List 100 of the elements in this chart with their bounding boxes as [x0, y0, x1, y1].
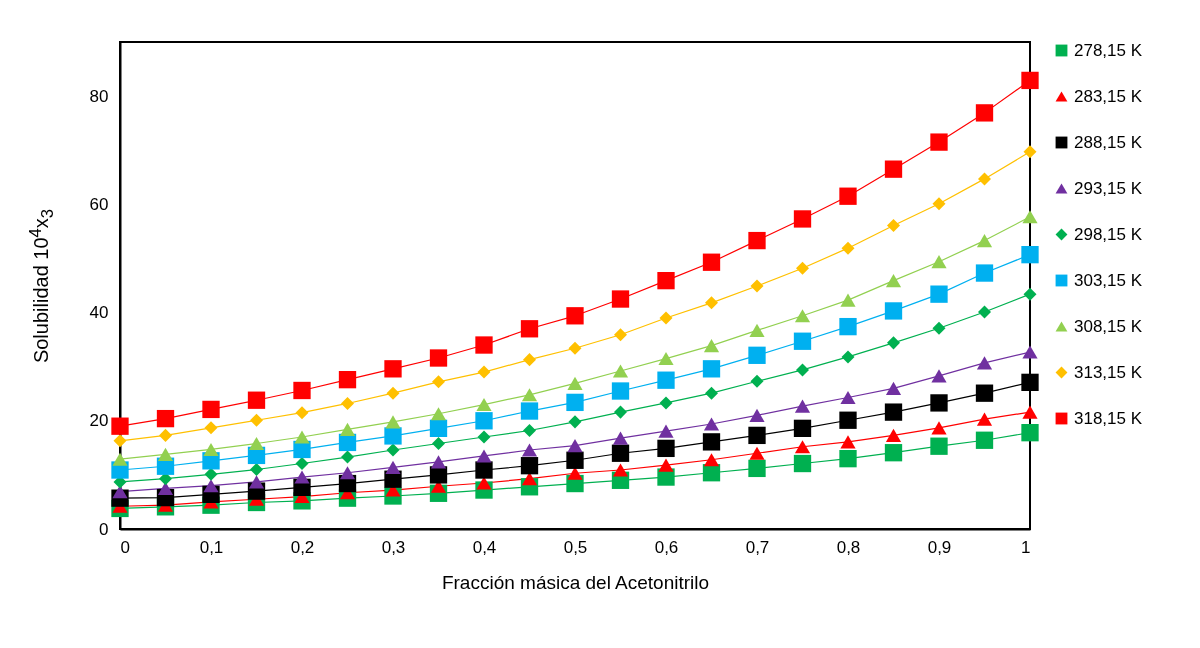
point	[977, 305, 992, 319]
point	[884, 302, 903, 320]
point	[612, 463, 629, 477]
point	[658, 351, 674, 366]
point	[884, 444, 903, 462]
point	[111, 417, 129, 435]
point	[658, 458, 674, 472]
point	[249, 413, 264, 427]
point	[386, 386, 400, 400]
point	[657, 271, 675, 290]
x-tick-label: 0,4	[472, 537, 497, 557]
point	[338, 370, 357, 389]
point	[794, 440, 811, 454]
point	[477, 430, 491, 444]
point	[1021, 424, 1039, 442]
point	[386, 443, 400, 457]
point	[658, 424, 674, 438]
x-tick-label: 0,3	[381, 537, 406, 557]
point	[294, 470, 310, 484]
point	[203, 442, 219, 457]
point	[521, 388, 538, 402]
point	[885, 381, 902, 395]
point	[156, 409, 175, 428]
point	[567, 439, 583, 453]
point	[384, 360, 402, 378]
point	[748, 426, 766, 445]
point	[793, 210, 812, 228]
point	[112, 485, 128, 499]
point	[566, 393, 584, 412]
x-tick-label: 0,6	[654, 537, 679, 557]
point	[568, 341, 582, 355]
point	[840, 293, 856, 307]
point	[429, 349, 448, 367]
point	[839, 411, 857, 429]
point	[475, 461, 493, 479]
point	[475, 336, 493, 354]
point	[702, 433, 721, 451]
x-tick-label: 0,2	[290, 537, 315, 557]
point	[840, 435, 856, 449]
x-axis-title: Fracción másica del Acetonitrilo	[441, 571, 710, 593]
point	[520, 320, 539, 338]
point	[976, 356, 993, 370]
point	[932, 321, 946, 335]
point	[884, 403, 903, 421]
point	[567, 466, 583, 480]
point	[113, 434, 127, 448]
x-tick-label: 0,7	[745, 537, 770, 557]
point	[568, 415, 582, 429]
y-tick-label: 0	[99, 519, 109, 539]
point	[749, 446, 765, 460]
point	[611, 444, 630, 462]
point	[385, 415, 401, 429]
point	[702, 360, 721, 378]
point	[748, 459, 766, 478]
x-tick-label: 0	[120, 537, 130, 557]
point	[157, 447, 174, 461]
x-tick-label: 0,9	[927, 537, 952, 557]
point	[930, 437, 948, 455]
point	[795, 363, 810, 377]
point	[475, 412, 493, 430]
y-tick-label: 20	[89, 411, 109, 431]
point	[703, 417, 720, 431]
point	[611, 290, 630, 308]
point	[339, 422, 356, 436]
point	[477, 365, 491, 379]
point	[1022, 210, 1038, 224]
legend-label: 278,15 K	[1074, 40, 1143, 60]
point	[521, 443, 538, 457]
x-tick-label: 1	[1021, 537, 1031, 557]
point	[567, 376, 583, 391]
legend-label: 303,15 K	[1074, 270, 1143, 290]
point	[841, 241, 855, 255]
point	[293, 381, 311, 400]
point	[704, 296, 719, 310]
point	[975, 264, 994, 282]
point	[930, 285, 948, 303]
point	[1023, 145, 1037, 159]
point	[522, 353, 537, 367]
y-tick-label: 40	[89, 303, 109, 323]
point	[975, 384, 994, 402]
legend-label: 308,15 K	[1074, 316, 1143, 336]
point	[476, 449, 492, 463]
point	[886, 336, 901, 350]
point	[429, 466, 448, 484]
point	[1021, 71, 1039, 90]
point	[657, 439, 675, 458]
point	[931, 369, 947, 383]
point	[702, 253, 721, 271]
point	[793, 419, 812, 438]
point	[932, 197, 946, 211]
point	[976, 412, 993, 426]
point	[930, 133, 948, 151]
point	[476, 476, 492, 490]
point	[748, 231, 766, 250]
y-tick-label: 60	[89, 194, 109, 214]
legend-label: 298,15 K	[1074, 224, 1143, 244]
point	[295, 457, 309, 471]
point	[249, 462, 264, 476]
point	[975, 431, 994, 449]
point	[112, 452, 128, 466]
